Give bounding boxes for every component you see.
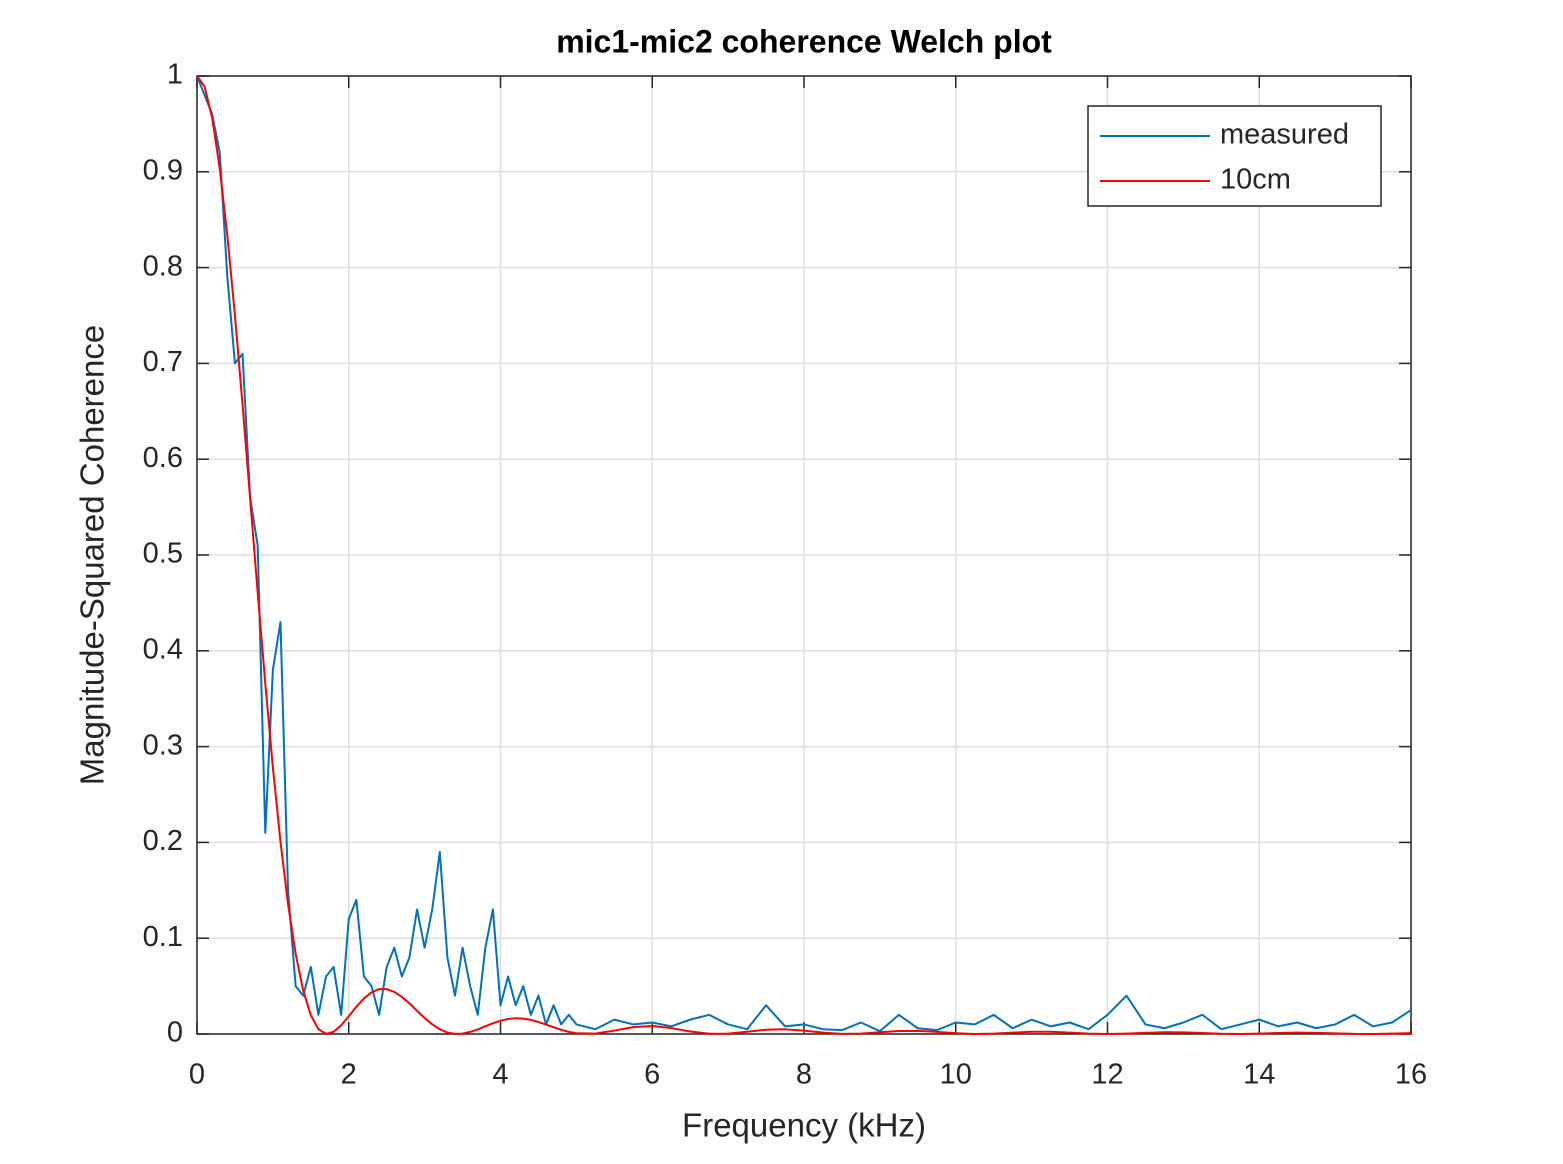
x-tick-label: 16 [1395,1059,1427,1091]
plot-frame [196,75,1412,1035]
y-tick-label: 0.5 [143,538,183,570]
y-tick-label: 0.8 [143,250,183,282]
y-tick-label: 0.1 [143,921,183,953]
y-tick-label: 0 [167,1017,183,1049]
y-tick-label: 1 [167,59,183,91]
x-tick-label: 6 [644,1059,660,1091]
chart-title: mic1-mic2 coherence Welch plot [556,23,1052,59]
x-axis-label: Frequency (kHz) [682,1107,926,1144]
y-tick-label: 0.9 [143,154,183,186]
x-tick-label: 8 [796,1059,812,1091]
x-tick-label: 0 [189,1059,205,1091]
x-tick-label: 12 [1091,1059,1123,1091]
y-axis-label: Magnitude-Squared Coherence [74,325,111,785]
data-line [196,75,1412,1035]
y-tick-label: 0.3 [143,729,183,761]
x-tick-label: 10 [940,1059,972,1091]
data-line [196,75,1412,1033]
y-tick-label: 0.4 [143,633,183,665]
legend-label: measured [1220,119,1349,151]
y-tick-label: 0.6 [143,442,183,474]
x-tick-label: 2 [341,1059,357,1091]
y-tick-label: 0.7 [143,346,183,378]
x-tick-label: 14 [1243,1059,1275,1091]
y-tick-label: 0.2 [143,825,183,857]
x-tick-label: 4 [492,1059,508,1091]
legend-box [1087,105,1382,207]
legend-label: 10cm [1220,164,1291,196]
